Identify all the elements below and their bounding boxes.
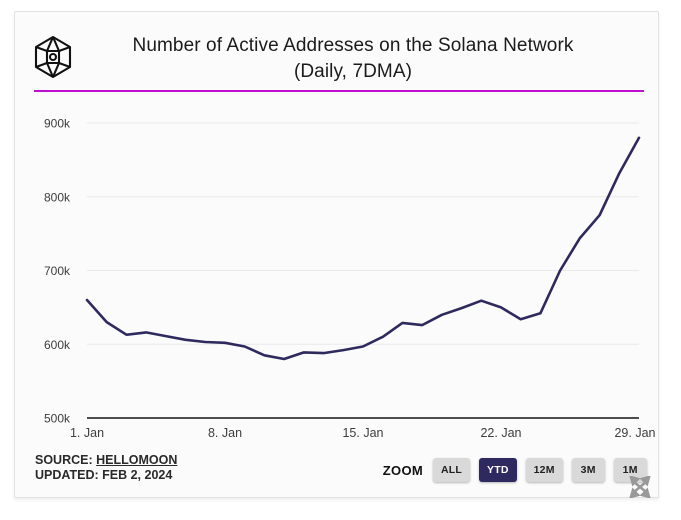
- chart-title: Number of Active Addresses on the Solana…: [85, 33, 621, 85]
- y-axis-tick-label: 700k: [44, 264, 71, 278]
- updated-line: UPDATED: FEB 2, 2024: [35, 468, 173, 482]
- expand-fullscreen-icon[interactable]: [628, 476, 652, 498]
- zoom-button-12m[interactable]: 12M: [525, 458, 563, 482]
- source-line: SOURCE: HELLOMOON: [35, 453, 177, 468]
- source-block: SOURCE: HELLOMOON UPDATED: FEB 2, 2024: [35, 453, 177, 483]
- source-label: SOURCE:: [35, 453, 93, 467]
- zoom-button-all[interactable]: ALL: [433, 458, 471, 482]
- y-axis-tick-label: 500k: [44, 412, 71, 426]
- x-axis-tick-label: 29. Jan: [614, 426, 655, 440]
- title-accent-divider: [34, 90, 644, 92]
- chart-title-line1: Number of Active Addresses on the Solana…: [132, 35, 574, 56]
- active-addresses-line-series: [85, 136, 641, 361]
- x-axis-tick-label: 1. Jan: [70, 426, 104, 440]
- x-axis-tick-label: 22. Jan: [480, 426, 521, 440]
- zoom-button-ytd[interactable]: YTD: [479, 458, 517, 482]
- x-axis-tick-label: 15. Jan: [342, 426, 383, 440]
- x-axis-tick-label: 8. Jan: [208, 426, 242, 440]
- source-link[interactable]: HELLOMOON: [96, 453, 178, 467]
- hellomoon-cube-logo-icon: [34, 35, 72, 79]
- chart-card: Number of Active Addresses on the Solana…: [14, 11, 659, 498]
- zoom-button-3m[interactable]: 3M: [571, 458, 605, 482]
- y-axis-tick-label: 600k: [44, 338, 71, 352]
- chart-title-line2: (Daily, 7DMA): [293, 61, 413, 82]
- zoom-label: ZOOM: [382, 462, 423, 478]
- y-axis-tick-label: 900k: [44, 117, 71, 131]
- y-axis-tick-label: 800k: [44, 190, 71, 204]
